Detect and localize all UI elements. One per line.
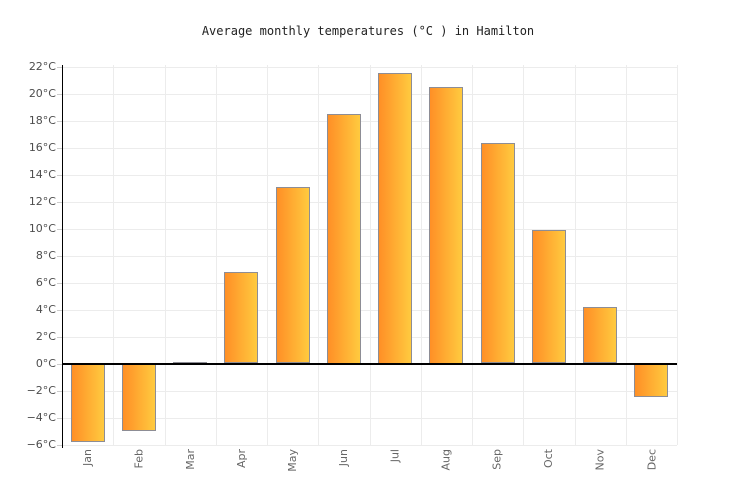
y-tick-mark [57, 336, 62, 338]
y-tick-mark [57, 309, 62, 311]
x-axis-label: Nov [593, 449, 607, 471]
x-gridline [215, 65, 217, 445]
y-tick-mark [57, 444, 62, 446]
y-tick-mark [57, 93, 62, 95]
bar [429, 86, 464, 364]
y-axis-line [62, 65, 63, 448]
y-tick-label: −6°C [26, 437, 56, 451]
bar [326, 113, 361, 364]
bar [275, 186, 310, 364]
y-gridline [62, 390, 677, 392]
bar [121, 363, 156, 431]
y-gridline [62, 444, 677, 446]
y-tick-label: 6°C [35, 275, 56, 289]
y-tick-label: −4°C [26, 410, 56, 424]
y-tick-label: 16°C [28, 140, 56, 154]
y-tick-mark [57, 66, 62, 68]
y-gridline [62, 228, 677, 230]
y-tick-label: 14°C [28, 167, 56, 181]
y-tick-mark [57, 417, 62, 419]
zero-line [62, 362, 677, 365]
y-gridline [62, 120, 677, 122]
x-axis-label: Jun [337, 449, 351, 467]
bar [224, 271, 259, 364]
x-axis-label: May [286, 449, 300, 472]
x-gridline [267, 65, 268, 445]
bar [480, 143, 515, 364]
y-gridline [62, 417, 677, 419]
y-tick-label: 20°C [28, 86, 56, 100]
y-gridline [62, 336, 677, 338]
y-tick-mark [57, 282, 62, 284]
y-gridline [62, 147, 677, 149]
y-tick-mark [57, 363, 62, 365]
y-tick-mark [57, 390, 62, 392]
x-axis-label: Apr [234, 449, 248, 469]
y-tick-label: 18°C [28, 113, 56, 127]
x-gridline [369, 65, 371, 445]
y-tick-mark [57, 255, 62, 257]
bar [583, 306, 618, 364]
x-axis-label: Jul [388, 449, 402, 463]
x-gridline [420, 65, 422, 445]
x-gridline [113, 65, 115, 445]
y-tick-label: 0°C [35, 356, 56, 370]
y-tick-mark [57, 228, 62, 230]
x-axis-label: Aug [439, 449, 453, 471]
y-gridline [62, 282, 677, 284]
x-gridline [523, 65, 525, 445]
x-axis-label: Sep [491, 449, 505, 470]
y-tick-label: 10°C [28, 221, 56, 235]
y-tick-label: 8°C [35, 248, 56, 262]
y-gridline [62, 309, 677, 311]
bar [634, 363, 669, 398]
y-gridline [62, 255, 677, 257]
x-axis-label: Dec [644, 449, 658, 471]
y-tick-label: 4°C [35, 302, 56, 316]
x-gridline [625, 65, 627, 445]
bar [378, 73, 413, 364]
chart-title: Average monthly temperatures (°C ) in Ha… [201, 24, 535, 38]
y-gridline [62, 201, 677, 203]
y-tick-mark [57, 174, 62, 176]
y-gridline [62, 66, 677, 68]
y-gridline [62, 93, 677, 95]
bar [531, 229, 566, 364]
x-axis-label: Feb [132, 449, 146, 469]
x-axis-label: Mar [183, 449, 197, 470]
y-tick-label: −2°C [26, 383, 56, 397]
x-axis-label: Jan [81, 449, 95, 466]
x-gridline [677, 65, 678, 445]
bar [70, 363, 105, 442]
y-tick-label: 2°C [35, 329, 56, 343]
x-gridline [574, 65, 576, 445]
y-tick-label: 12°C [28, 194, 56, 208]
y-tick-mark [57, 201, 62, 203]
x-gridline [164, 65, 166, 445]
y-gridline [62, 174, 677, 176]
x-axis-label: Oct [542, 449, 556, 469]
x-gridline [318, 65, 320, 445]
y-tick-mark [57, 120, 62, 122]
y-tick-label: 22°C [28, 59, 56, 73]
y-tick-mark [57, 147, 62, 149]
x-gridline [472, 65, 473, 445]
